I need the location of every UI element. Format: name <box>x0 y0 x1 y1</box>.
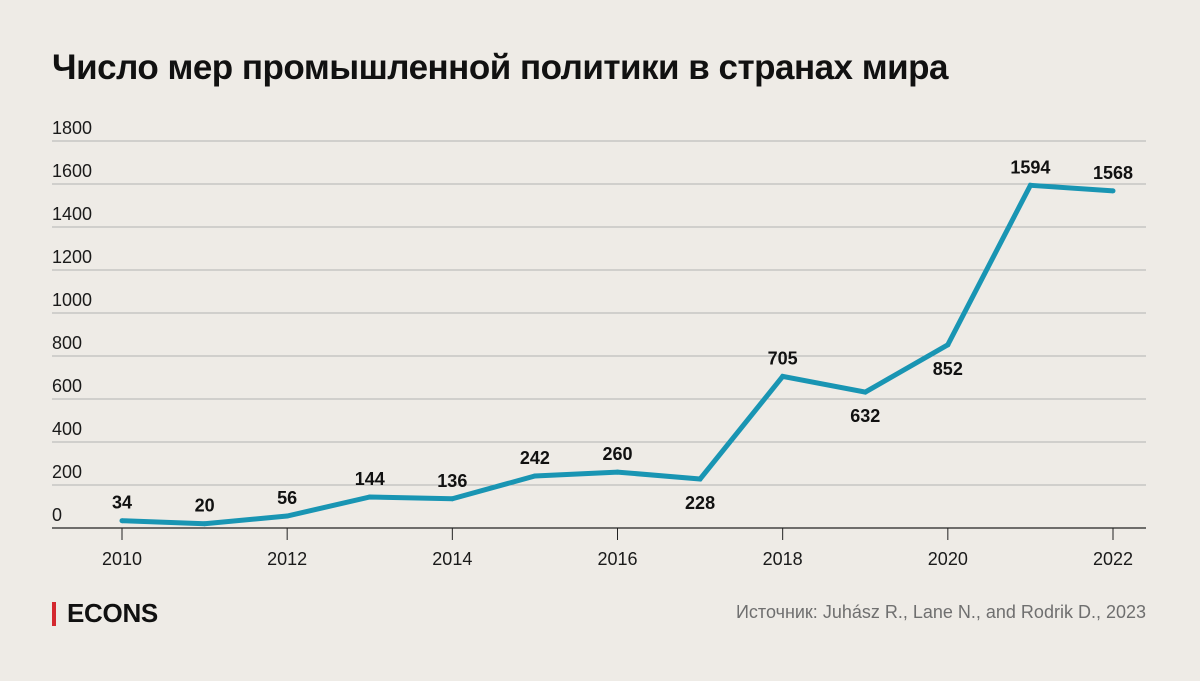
data-point <box>945 342 951 348</box>
data-label: 20 <box>195 496 215 516</box>
data-point <box>532 473 538 479</box>
data-point <box>202 521 208 527</box>
x-tick-label: 2016 <box>597 549 637 569</box>
data-label: 260 <box>602 444 632 464</box>
x-tick-label: 2014 <box>432 549 472 569</box>
brand-name: ECONS <box>67 598 158 628</box>
data-point <box>1027 182 1033 188</box>
data-label: 34 <box>112 493 132 513</box>
y-tick-label: 800 <box>52 333 82 353</box>
y-tick-label: 1600 <box>52 161 92 181</box>
data-point <box>615 469 620 475</box>
data-point <box>862 389 868 395</box>
data-label: 1568 <box>1093 163 1133 183</box>
data-label: 136 <box>437 471 467 491</box>
y-tick-label: 600 <box>52 376 82 396</box>
data-point <box>1110 188 1116 194</box>
data-point <box>367 494 373 500</box>
source-note: Источник: Juhász R., Lane N., and Rodrik… <box>735 602 1146 622</box>
data-point <box>449 496 455 502</box>
data-label: 56 <box>277 488 297 508</box>
y-tick-label: 0 <box>52 505 62 525</box>
y-tick-label: 1800 <box>52 118 92 138</box>
data-point <box>780 373 786 379</box>
data-point <box>697 476 703 482</box>
data-point <box>284 513 290 519</box>
brand-logo: ECONS <box>52 598 158 629</box>
y-tick-label: 400 <box>52 419 82 439</box>
data-label: 852 <box>933 359 963 379</box>
y-tick-label: 200 <box>52 462 82 482</box>
y-tick-label: 1400 <box>52 204 92 224</box>
grid-layer <box>52 140 1146 529</box>
data-label: 632 <box>850 406 880 426</box>
chart-title: Число мер промышленной политики в страна… <box>52 48 949 87</box>
data-label: 705 <box>768 348 798 368</box>
data-label: 1594 <box>1010 157 1050 177</box>
y-tick-label: 1200 <box>52 247 92 267</box>
data-label: 228 <box>685 493 715 513</box>
x-tick-label: 2022 <box>1093 549 1133 569</box>
y-tick-label: 1000 <box>52 290 92 310</box>
x-tick-label: 2012 <box>267 549 307 569</box>
brand-accent-bar <box>52 601 56 626</box>
line-layer <box>119 182 1116 527</box>
data-point <box>119 518 125 524</box>
data-label: 242 <box>520 448 550 468</box>
label-layer: 34 20 56 144 136 242 260 228 705 632 852 1594 1568 <box>112 157 1133 515</box>
x-tick-label: 2018 <box>763 549 803 569</box>
x-tick-label: 2020 <box>928 549 968 569</box>
data-label: 144 <box>355 469 385 489</box>
x-tick-label: 2010 <box>102 549 142 569</box>
